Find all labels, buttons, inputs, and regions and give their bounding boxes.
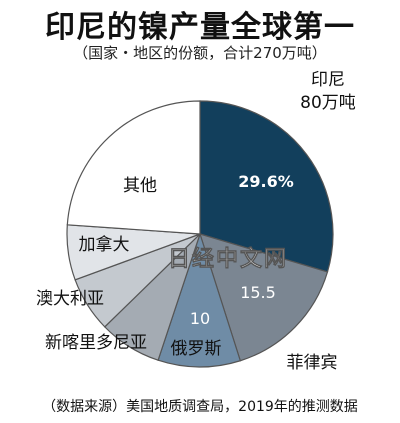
pie-slice-2 xyxy=(157,232,242,368)
pie-slice-1 xyxy=(199,233,329,362)
watermark: 日经中文网 xyxy=(168,246,288,272)
pie-slice-0 xyxy=(199,100,334,273)
slice-value-philippines: 15.5 xyxy=(240,283,276,302)
slice-label-philippines: 菲律宾 xyxy=(287,353,338,373)
data-source-note: （数据来源）美国地质调查局，2019年的推测数据 xyxy=(42,399,358,415)
slice-label-canada: 加拿大 xyxy=(79,234,130,255)
slice-label-indonesia: 印尼 xyxy=(311,70,345,90)
chart-subtitle: （国家・地区的份额，合计270万吨） xyxy=(73,44,327,62)
slice-label-russia: 俄罗斯 xyxy=(171,339,222,359)
slice-value-indonesia: 29.6% xyxy=(238,172,294,191)
slice-value-russia: 10 xyxy=(190,309,210,328)
slice-label-other: 其他 xyxy=(123,176,157,196)
chart-title: 印尼的镍产量全球第一 xyxy=(45,10,355,45)
slice-note-indonesia: 80万吨 xyxy=(300,93,356,113)
pie-slice-6 xyxy=(66,100,201,235)
slice-label-australia: 澳大利亚 xyxy=(36,289,104,309)
slice-label-new-caledonia: 新喀里多尼亚 xyxy=(45,333,147,353)
